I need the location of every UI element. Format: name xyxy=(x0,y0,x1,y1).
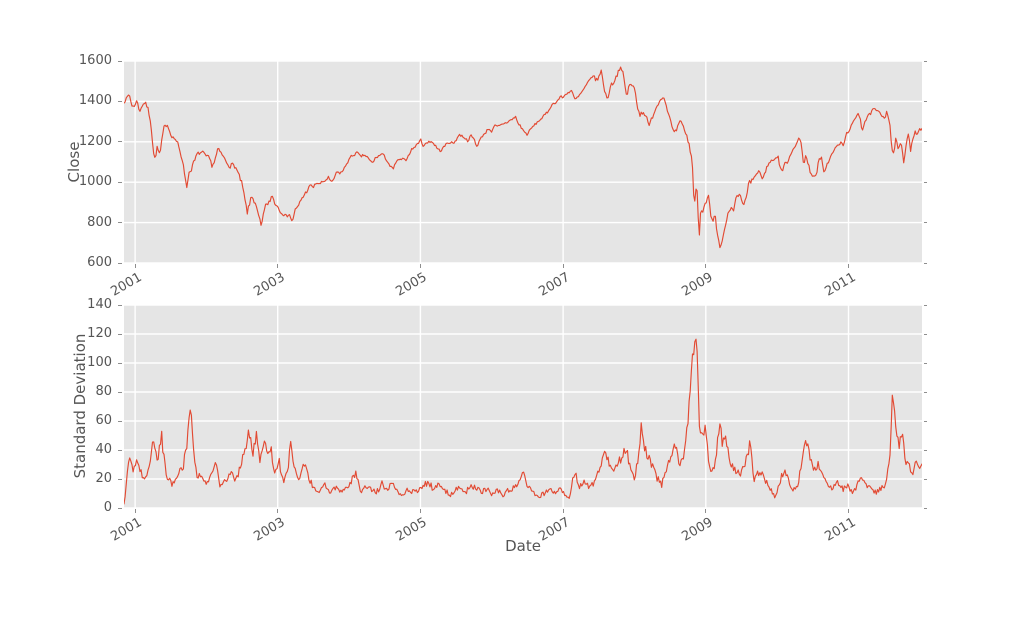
y-tick-label: 80 xyxy=(95,384,112,399)
y-tick-label: 120 xyxy=(87,326,112,341)
y-tick-mark-left xyxy=(118,362,122,364)
y-tick-mark-left xyxy=(118,141,122,143)
x-tick-mark xyxy=(277,264,279,268)
x-tick-mark xyxy=(134,509,136,513)
y-tick-label: 60 xyxy=(95,413,112,428)
y-tick-mark-right xyxy=(924,100,927,102)
x-tick-label: 2009 xyxy=(679,270,716,300)
std-dev-series-line xyxy=(124,338,922,505)
y-tick-mark-left xyxy=(118,100,122,102)
y-tick-mark-right xyxy=(924,141,927,143)
x-tick-mark xyxy=(419,264,421,268)
std-dev-panel xyxy=(124,305,922,508)
y-tick-mark-right xyxy=(924,304,927,306)
y-tick-mark-left xyxy=(118,181,122,183)
y-tick-mark-left xyxy=(118,507,122,509)
y-tick-mark-right xyxy=(924,181,927,183)
close-line-chart xyxy=(124,61,922,263)
y-tick-label: 0 xyxy=(103,500,112,515)
y-tick-mark-right xyxy=(924,507,927,509)
x-tick-label: 2011 xyxy=(821,270,858,300)
x-tick-label: 2003 xyxy=(251,270,288,300)
y-tick-label: 1200 xyxy=(78,133,112,149)
y-tick-mark-left xyxy=(118,262,122,264)
y-tick-label: 1400 xyxy=(78,93,112,109)
y-tick-mark-right xyxy=(924,391,927,393)
x-tick-mark xyxy=(419,509,421,513)
x-tick-label: 2011 xyxy=(821,515,858,545)
y-tick-mark-right xyxy=(924,60,927,62)
y-tick-mark-right xyxy=(924,222,927,224)
y-tick-label: 1000 xyxy=(78,174,112,190)
y-tick-mark-left xyxy=(118,333,122,335)
y-tick-label: 40 xyxy=(95,442,112,457)
y-tick-mark-right xyxy=(924,478,927,480)
x-tick-mark xyxy=(277,509,279,513)
close-series-line xyxy=(124,66,922,249)
x-tick-label: 2009 xyxy=(679,515,716,545)
close-panel xyxy=(124,61,922,263)
x-tick-mark xyxy=(134,264,136,268)
x-tick-mark xyxy=(705,509,707,513)
x-tick-label: 2005 xyxy=(393,270,430,300)
x-tick-mark xyxy=(562,264,564,268)
x-tick-mark xyxy=(848,509,849,513)
y-tick-label: 100 xyxy=(87,355,112,370)
date-x-axis-label: Date xyxy=(505,537,541,555)
y-tick-mark-left xyxy=(118,304,122,306)
y-tick-mark-left xyxy=(118,60,122,62)
y-tick-label: 140 xyxy=(87,297,112,312)
x-tick-mark xyxy=(562,509,564,513)
y-tick-mark-right xyxy=(924,449,927,451)
y-tick-label: 800 xyxy=(87,214,112,230)
y-tick-mark-right xyxy=(924,362,927,364)
x-tick-mark xyxy=(848,264,849,268)
y-tick-mark-left xyxy=(118,391,122,393)
x-tick-label: 2005 xyxy=(393,515,430,545)
y-tick-mark-left xyxy=(118,420,122,422)
x-tick-label: 2001 xyxy=(108,515,145,545)
y-tick-mark-left xyxy=(118,449,122,451)
x-tick-mark xyxy=(705,264,707,268)
y-tick-mark-left xyxy=(118,222,122,224)
x-tick-label: 2003 xyxy=(251,515,288,545)
x-tick-label: 2007 xyxy=(536,270,573,300)
y-tick-mark-left xyxy=(118,478,122,480)
std-dev-line-chart xyxy=(124,305,922,508)
y-tick-label: 1600 xyxy=(78,53,112,68)
x-tick-label: 2007 xyxy=(536,515,573,545)
y-tick-mark-right xyxy=(924,262,927,264)
y-tick-label: 20 xyxy=(95,471,112,486)
y-tick-mark-right xyxy=(924,420,927,422)
y-tick-label: 600 xyxy=(87,255,112,270)
y-tick-mark-right xyxy=(924,333,927,335)
